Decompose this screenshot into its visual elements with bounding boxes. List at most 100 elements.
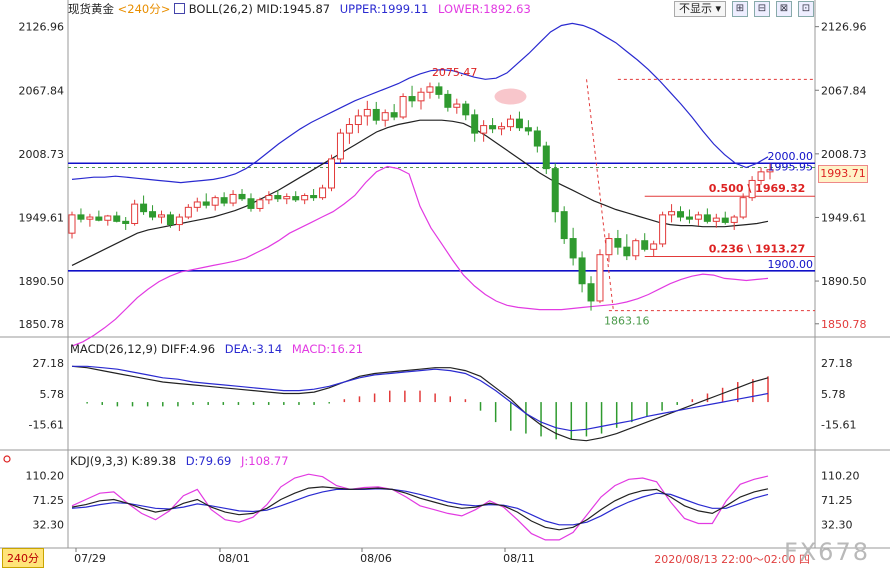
boll-lower-value: LOWER:1892.63 <box>438 2 531 16</box>
candle-body <box>211 197 219 206</box>
candle-body <box>668 211 676 216</box>
kdj-d-line <box>71 488 769 526</box>
candle-body <box>453 103 461 108</box>
candle-body <box>122 220 130 224</box>
chart-annotation: 0.236 \ 1913.27 <box>709 243 806 256</box>
candle-body <box>372 108 380 121</box>
price-tick-label: 2067.84 <box>821 84 867 97</box>
candle-body <box>498 126 506 130</box>
candle-body <box>426 86 434 93</box>
zoom-out-icon[interactable]: ⊟ <box>754 1 770 17</box>
macd-header: MACD(26,12,9) DIFF:4.96 DEA:-3.14 MACD:1… <box>70 342 363 356</box>
chart-annotation: 1900.00 <box>768 258 814 271</box>
candle-body <box>328 158 336 189</box>
candle-body <box>265 195 273 201</box>
macd-dea-value: DEA:-3.14 <box>224 342 283 356</box>
kdj-tick-label: 32.30 <box>821 519 853 532</box>
candle-body <box>524 127 532 132</box>
price-tick-label-left: 2008.73 <box>19 148 65 161</box>
boll-mid-line <box>71 119 769 266</box>
price-tick-label: 2008.73 <box>821 148 867 161</box>
price-tick-label: 1949.61 <box>821 211 867 224</box>
time-tick-label: 07/29 <box>74 552 106 565</box>
candle-body <box>462 103 470 116</box>
candle-body <box>596 254 604 302</box>
candle-body <box>614 238 622 248</box>
price-tick-label-left: 1949.61 <box>19 211 65 224</box>
candle-body <box>157 214 165 218</box>
candle-body <box>140 203 148 213</box>
candle-body <box>247 198 255 209</box>
candle-body <box>175 216 183 226</box>
kdj-k-value: K:89.38 <box>131 454 177 468</box>
kdj-k-line <box>71 486 769 531</box>
candle-body <box>560 211 568 240</box>
candle-body <box>623 246 631 257</box>
zoom-in-icon[interactable]: ⊞ <box>732 1 748 17</box>
candle-body <box>533 130 541 147</box>
candle-body <box>685 216 693 220</box>
watermark-logo: FX678 <box>783 538 870 566</box>
kdj-j-value: J:108.77 <box>241 454 289 468</box>
candle-body <box>301 195 309 201</box>
macd-tick-label: 5.78 <box>821 388 846 401</box>
price-tick-label: 1890.50 <box>821 275 867 288</box>
candle-body <box>712 217 720 222</box>
current-price-tag: 1993.71 <box>818 165 868 183</box>
macd-macd-value: MACD:16.21 <box>291 342 364 356</box>
period-tag[interactable]: 240分 <box>2 548 44 568</box>
candle-body <box>721 217 729 223</box>
candle-body <box>766 169 774 173</box>
candle-body <box>95 216 103 221</box>
candle-body <box>354 115 362 126</box>
settings-icon[interactable]: ⊡ <box>798 1 814 17</box>
candle-body <box>319 187 327 199</box>
candle-body <box>149 211 157 218</box>
price-tick-label-left: 1890.50 <box>19 275 65 288</box>
candle-body <box>417 91 425 102</box>
chart-toolbar: 不显示 ▾ ⊞ ⊟ ⊠ ⊡ <box>673 1 814 17</box>
chart-annotation: 0.500 \ 1969.32 <box>709 182 806 195</box>
kdj-header: KDJ(9,3,3) K:89.38 D:79.69 J:108.77 <box>70 454 289 468</box>
candle-body <box>113 215 121 222</box>
candle-body <box>86 216 94 220</box>
chart-annotation: 2000.00 <box>768 150 814 163</box>
candle-body <box>166 214 174 226</box>
candle-body <box>238 193 246 200</box>
date-range: 2020/08/13 22:00～02:00 四 <box>654 553 810 566</box>
price-tick-label: 1850.78 <box>821 318 867 331</box>
candle-body <box>471 114 479 134</box>
chart-annotation: 2075.47 <box>432 66 478 79</box>
candle-body <box>605 238 613 256</box>
candle-body <box>256 199 264 209</box>
candle-body <box>641 240 649 250</box>
candle-body <box>220 197 228 204</box>
price-tick-label-left: 2067.84 <box>19 84 65 97</box>
macd-label: MACD(26,12,9) <box>70 342 158 356</box>
candle-body <box>184 206 192 218</box>
display-dropdown[interactable]: 不显示 ▾ <box>673 1 726 17</box>
candle-body <box>229 193 237 204</box>
close-panel-icon[interactable]: ⊠ <box>776 1 792 17</box>
kdj-tick-label: 71.25 <box>821 494 853 507</box>
macd-tick-label: 27.18 <box>821 357 853 370</box>
candle-body <box>480 125 488 134</box>
price-tick-label: 2126.96 <box>821 21 867 34</box>
candle-body <box>515 118 523 129</box>
candle-body <box>757 171 765 181</box>
boll-upper-value: UPPER:1999.11 <box>339 2 429 16</box>
candle-body <box>489 125 497 130</box>
candle-body <box>551 168 559 213</box>
kdj-tick-label-left: 71.25 <box>33 494 65 507</box>
candle-body <box>632 240 640 257</box>
boll-label: BOLL(26,2) <box>188 2 253 16</box>
candle-body <box>292 196 300 201</box>
candle-body <box>677 211 685 218</box>
candle-body <box>659 214 667 245</box>
chart-annotation: 1863.16 <box>604 314 650 327</box>
candle-body <box>310 195 318 199</box>
candle-body <box>283 196 291 200</box>
candle-body <box>68 214 76 234</box>
chart-annotation: 1995.95 <box>768 161 814 174</box>
symbol-name: 现货黄金 <box>68 2 114 16</box>
